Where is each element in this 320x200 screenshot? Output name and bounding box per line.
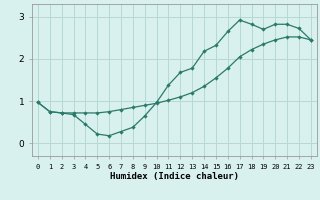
X-axis label: Humidex (Indice chaleur): Humidex (Indice chaleur): [110, 172, 239, 181]
